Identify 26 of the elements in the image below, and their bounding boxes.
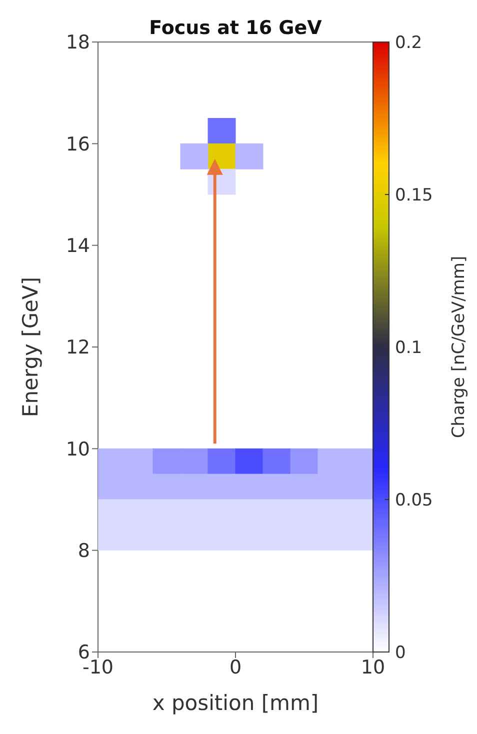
point: [208, 118, 236, 144]
point: [235, 143, 264, 170]
color-bar-label: 0.1: [395, 338, 422, 358]
x-axis-title: x position [mm]: [152, 691, 319, 715]
point: [290, 448, 318, 474]
color-bar-label: 0.2: [395, 32, 422, 53]
point: [152, 448, 181, 474]
x-tick-label: 10: [360, 656, 386, 678]
point: [262, 448, 291, 474]
x-tick-label: 0: [229, 656, 242, 678]
point: [180, 448, 208, 474]
chart-title: Focus at 16 GeV: [149, 17, 322, 39]
y-tick-label: 10: [66, 438, 90, 460]
y-tick-label: 14: [66, 235, 90, 258]
y-tick-label: 18: [66, 32, 90, 54]
color-bar-label: 0.15: [395, 185, 433, 206]
y-tick-label: 12: [66, 336, 90, 359]
y-axis-title: Energy [GeV]: [18, 276, 42, 418]
point: [180, 143, 208, 170]
point: [208, 448, 236, 474]
color-bar-label: 0: [395, 642, 406, 663]
y-tick-label: 16: [66, 133, 90, 156]
y-tick-label: 8: [78, 540, 90, 562]
color-bar-label: 0.05: [395, 490, 433, 510]
color-bar-title: Charge [nC/GeV/mm]: [449, 256, 469, 438]
point: [235, 448, 264, 474]
